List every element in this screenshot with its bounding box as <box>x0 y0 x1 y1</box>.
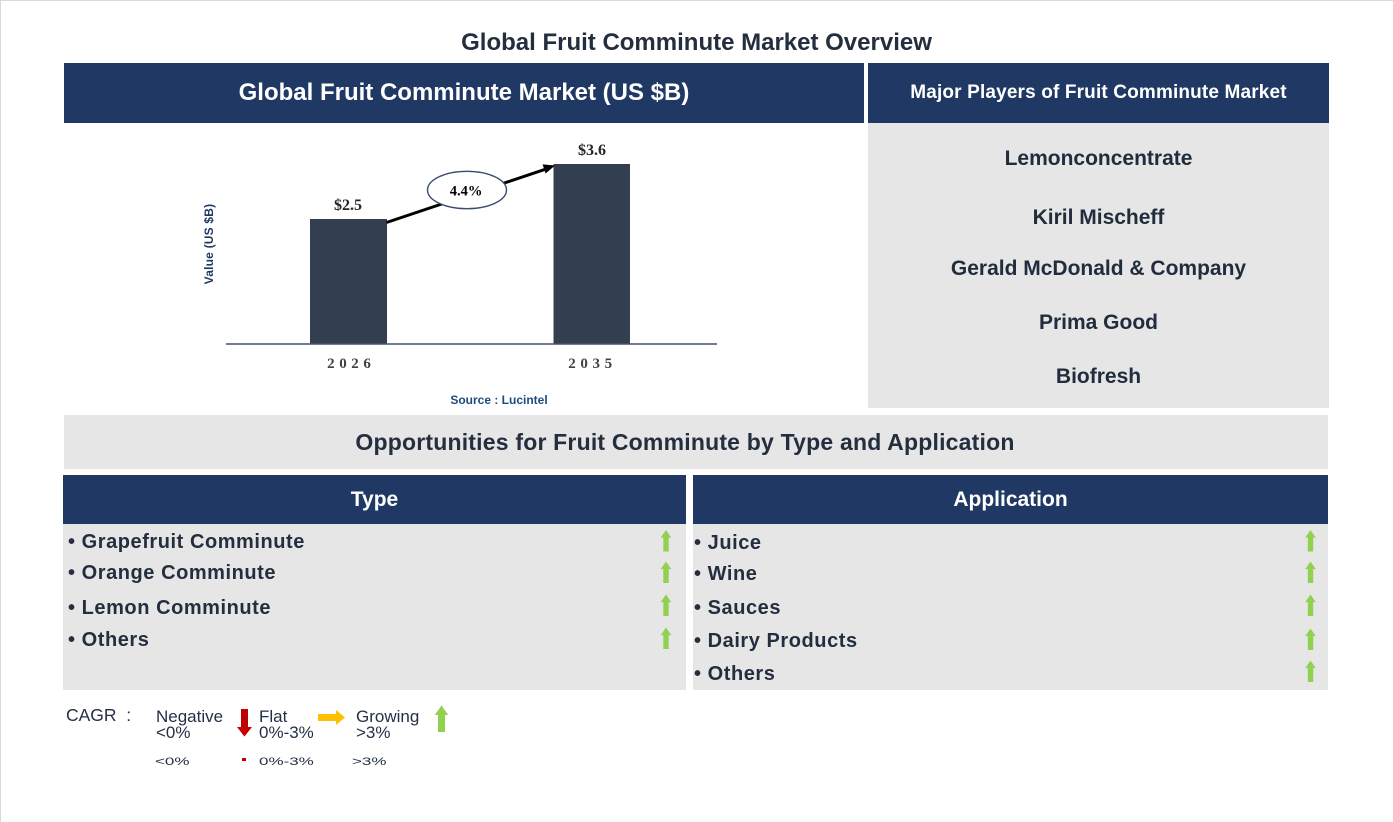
svg-text:4.4%: 4.4% <box>450 184 483 200</box>
